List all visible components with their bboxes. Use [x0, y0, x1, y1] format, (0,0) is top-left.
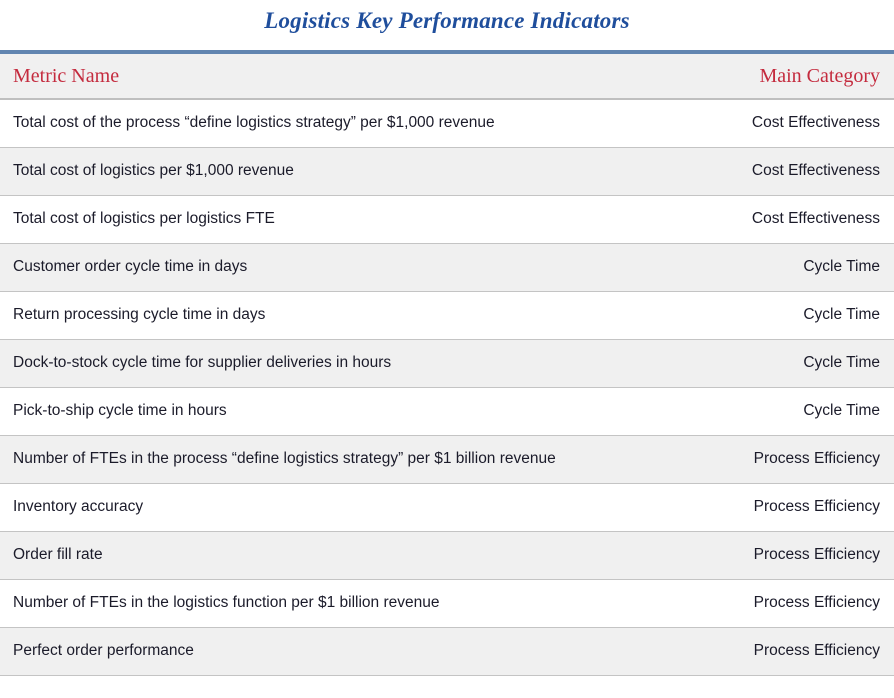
cell-main-category: Cycle Time: [803, 354, 880, 371]
cell-main-category: Cost Effectiveness: [751, 114, 880, 132]
cell-main-category: Process Efficiency: [753, 450, 880, 467]
table-body: Total cost of the process “define logist…: [0, 99, 894, 675]
cell-main-category: Cost Effectiveness: [751, 210, 880, 227]
cell-metric-name: Pick-to-ship cycle time in hours: [13, 402, 227, 419]
cell-main-category: Cycle Time: [803, 258, 880, 275]
cell-metric-name: Inventory accuracy: [13, 498, 144, 515]
cell-metric-name: Total cost of logistics per logistics FT…: [13, 210, 275, 227]
column-header-metric-name[interactable]: Metric Name: [0, 50, 705, 100]
table-row[interactable]: Pick-to-ship cycle time in hours Cycle Ti…: [0, 387, 894, 435]
cell-main-category: Process Efficiency: [753, 642, 880, 659]
cell-metric-name: Order fill rate: [13, 546, 103, 563]
cell-main-category: Process Efficiency: [753, 546, 880, 563]
page-title: Logistics Key Performance Indicators: [264, 8, 630, 33]
table-row[interactable]: Customer order cycle time in days Cycle T…: [0, 243, 894, 291]
cell-main-category: Cycle Time: [803, 402, 880, 419]
table-row[interactable]: Order fill rate Process Efficiency: [0, 531, 894, 579]
table-row[interactable]: Total cost of logistics per $1,000 reven…: [0, 147, 894, 195]
table-header-row: Metric Name Main Category: [0, 50, 894, 100]
cell-metric-name: Total cost of the process “define logist…: [13, 114, 495, 132]
cell-main-category: Cycle Time: [803, 306, 880, 323]
cell-metric-name: Return processing cycle time in days: [13, 306, 266, 323]
cell-metric-name: Number of FTEs in the logistics function…: [13, 594, 440, 611]
table-row[interactable]: Number of FTEs in the process “define lo…: [0, 435, 894, 483]
cell-metric-name: Perfect order performance: [13, 642, 194, 659]
table-row[interactable]: Perfect order performance Process Efficie…: [0, 627, 894, 675]
cell-metric-name: Total cost of logistics per $1,000 reven…: [13, 162, 294, 179]
column-header-main-category[interactable]: Main Category: [705, 50, 894, 100]
cell-metric-name: Customer order cycle time in days: [13, 258, 248, 275]
cell-metric-name: Dock-to-stock cycle time for supplier de…: [13, 354, 392, 371]
table-row[interactable]: Number of FTEs in the logistics function…: [0, 579, 894, 627]
table-row[interactable]: Return processing cycle time in days Cycl…: [0, 291, 894, 339]
table-row[interactable]: Total cost of the process “define logist…: [0, 99, 894, 147]
cell-main-category: Process Efficiency: [753, 498, 880, 515]
table-head: Metric Name Main Category: [0, 50, 894, 100]
table-row[interactable]: Inventory accuracy Process Efficiency: [0, 483, 894, 531]
cell-main-category: Cost Effectiveness: [751, 162, 880, 179]
cell-main-category: Process Efficiency: [753, 594, 880, 611]
kpi-table: Metric Name Main Category Total cost of …: [0, 50, 894, 676]
cell-metric-name: Number of FTEs in the process “define lo…: [13, 450, 556, 467]
table-row[interactable]: Total cost of logistics per logistics FT…: [0, 195, 894, 243]
table-row[interactable]: Dock-to-stock cycle time for supplier de…: [0, 339, 894, 387]
